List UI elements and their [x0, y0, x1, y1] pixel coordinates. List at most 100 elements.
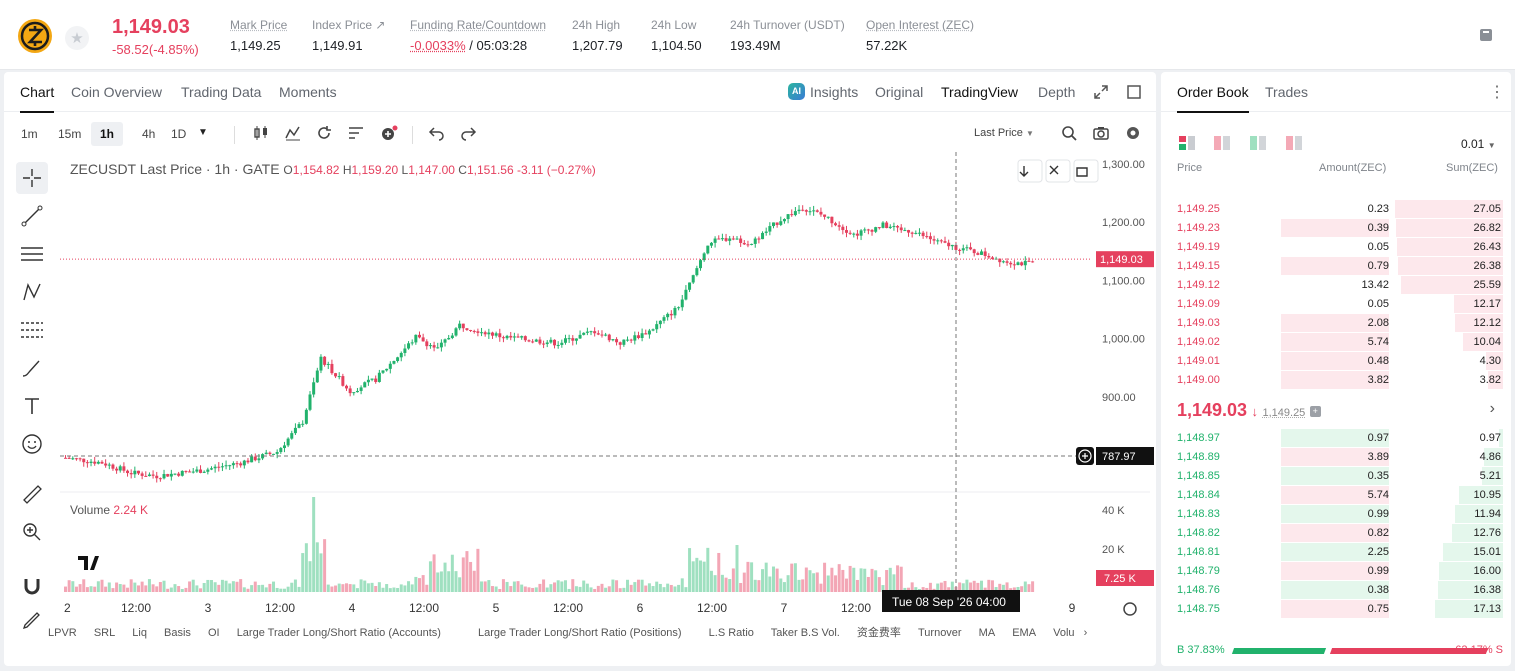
- pencil-lock-tool-icon[interactable]: [16, 604, 48, 636]
- tab-depth[interactable]: Depth: [1038, 84, 1076, 100]
- tab-tradingview[interactable]: TradingView: [941, 84, 1019, 100]
- ask-row[interactable]: 1,149.15 0.79 26.38: [1161, 257, 1511, 276]
- chevron-right-icon[interactable]: ›: [1489, 400, 1495, 417]
- bid-row[interactable]: 1,148.85 0.35 5.21: [1161, 467, 1511, 486]
- templates-icon[interactable]: [347, 124, 365, 142]
- emoji-tool-icon[interactable]: [16, 428, 48, 460]
- candle-type-icon[interactable]: [252, 124, 270, 142]
- zoom-in-tool-icon[interactable]: [16, 516, 48, 548]
- timeframe-1h[interactable]: 1h: [91, 122, 124, 146]
- indicator-basis[interactable]: Basis: [164, 627, 191, 639]
- precision-select[interactable]: 0.01 ▼: [1461, 137, 1496, 151]
- favorite-star-icon[interactable]: ★: [65, 26, 89, 50]
- search-icon[interactable]: [1060, 124, 1078, 142]
- book-bids-only-icon[interactable]: [1249, 134, 1267, 152]
- bid-row[interactable]: 1,148.89 3.89 4.86: [1161, 448, 1511, 467]
- more-icon[interactable]: ⋮: [1489, 84, 1505, 101]
- book-asks-only-icon[interactable]: [1213, 134, 1231, 152]
- ask-row[interactable]: 1,149.02 5.74 10.04: [1161, 333, 1511, 352]
- ruler-tool-icon[interactable]: [16, 478, 48, 510]
- timeframe-dropdown-icon[interactable]: ▼: [198, 127, 208, 138]
- tab-coin-overview[interactable]: Coin Overview: [71, 84, 163, 100]
- indicator-taker-vol[interactable]: Taker B.S Vol.: [770, 627, 840, 639]
- ask-amount: 0.79: [1367, 260, 1389, 272]
- camera-icon[interactable]: [1092, 124, 1110, 142]
- candle-body: [939, 240, 943, 242]
- ask-row[interactable]: 1,149.00 3.82 3.82: [1161, 371, 1511, 390]
- ask-row[interactable]: 1,149.19 0.05 26.43: [1161, 238, 1511, 257]
- indicator-volume[interactable]: Volu: [1053, 627, 1075, 639]
- tab-trading-data[interactable]: Trading Data: [181, 84, 262, 100]
- bid-row[interactable]: 1,148.76 0.38 16.38: [1161, 581, 1511, 600]
- undo-icon[interactable]: [428, 124, 446, 142]
- candlestick-chart[interactable]: 1,300.00 1,200.00 1,100.00 1,000.00 900.00 40…: [60, 152, 1156, 666]
- tab-order-book[interactable]: Order Book: [1177, 84, 1249, 113]
- crosshair-tool-icon[interactable]: [16, 162, 48, 194]
- book-depth-icon[interactable]: [1285, 134, 1303, 152]
- tab-moments[interactable]: Moments: [279, 84, 337, 100]
- indicator-ls-positions[interactable]: Large Trader Long/Short Ratio (Positions…: [477, 627, 682, 639]
- bid-row[interactable]: 1,148.75 0.75 17.13: [1161, 600, 1511, 619]
- indicator-ema[interactable]: EMA: [1012, 627, 1037, 639]
- timeframe-1m[interactable]: 1m: [21, 127, 38, 141]
- bid-row[interactable]: 1,148.97 0.97 0.97: [1161, 429, 1511, 448]
- brush-tool-icon[interactable]: [16, 352, 48, 384]
- tab-chart[interactable]: Chart: [20, 84, 55, 113]
- mid-price-row[interactable]: 1,149.03 ↓ 1,149.25 + ›: [1177, 400, 1507, 422]
- candle-body: [107, 464, 111, 466]
- fibonacci-tool-icon[interactable]: [16, 314, 48, 346]
- trend-line-tool-icon[interactable]: [16, 200, 48, 232]
- horizontal-lines-tool-icon[interactable]: [16, 238, 48, 270]
- indicator-ls-accounts[interactable]: Large Trader Long/Short Ratio (Accounts): [236, 627, 441, 639]
- redo-icon[interactable]: [459, 124, 477, 142]
- bid-row[interactable]: 1,148.81 2.25 15.01: [1161, 543, 1511, 562]
- indicator-ma[interactable]: MA: [978, 627, 996, 639]
- ask-row[interactable]: 1,149.01 0.48 4.30: [1161, 352, 1511, 371]
- tab-insights[interactable]: Insights: [810, 84, 859, 100]
- price-chart[interactable]: 1,300.00 1,200.00 1,100.00 1,000.00 900.00 40…: [60, 152, 1156, 666]
- volume-bar: [330, 586, 334, 592]
- indicator-srl[interactable]: SRL: [93, 627, 116, 639]
- ask-row[interactable]: 1,149.09 0.05 12.17: [1161, 295, 1511, 314]
- tab-trades[interactable]: Trades: [1265, 84, 1309, 100]
- ask-row[interactable]: 1,149.23 0.39 26.82: [1161, 219, 1511, 238]
- window-icon[interactable]: [1127, 85, 1141, 99]
- bid-amount: 0.99: [1367, 508, 1389, 520]
- timeframe-4h[interactable]: 4h: [142, 127, 156, 141]
- book-both-sides-icon[interactable]: [1178, 134, 1196, 152]
- chevron-right-icon[interactable]: ›: [1083, 627, 1088, 639]
- pattern-tool-icon[interactable]: [16, 276, 48, 308]
- bid-row[interactable]: 1,148.84 5.74 10.95: [1161, 486, 1511, 505]
- ask-row[interactable]: 1,149.03 2.08 12.12: [1161, 314, 1511, 333]
- sell-percent: 62.17% S: [1455, 644, 1503, 656]
- ask-row[interactable]: 1,149.12 13.42 25.59: [1161, 276, 1511, 295]
- tab-original[interactable]: Original: [875, 84, 924, 100]
- volume-bar: [115, 582, 119, 592]
- volume-bar: [644, 585, 648, 592]
- add-alert-icon[interactable]: [380, 124, 398, 142]
- external-link-icon[interactable]: ↗: [375, 18, 386, 32]
- indicators-icon[interactable]: [284, 124, 302, 142]
- price-source-select[interactable]: Last Price ▼: [974, 127, 1034, 139]
- indicator-turnover[interactable]: Turnover: [917, 627, 962, 639]
- bid-row[interactable]: 1,148.82 0.82 12.76: [1161, 524, 1511, 543]
- timeframe-1d[interactable]: 1D: [171, 127, 187, 141]
- indicator-oi[interactable]: OI: [208, 627, 220, 639]
- timeframe-15m[interactable]: 15m: [58, 127, 82, 141]
- replay-icon[interactable]: [315, 124, 333, 142]
- indicator-lpvr[interactable]: LPVR: [48, 627, 77, 639]
- indicator-funding[interactable]: 资金费率: [856, 627, 901, 639]
- ask-row[interactable]: 1,149.25 0.23 27.05: [1161, 200, 1511, 219]
- indicator-liq[interactable]: Liq: [132, 627, 147, 639]
- text-tool-icon[interactable]: [16, 390, 48, 422]
- expand-icon[interactable]: [1094, 85, 1108, 99]
- index-price-stat[interactable]: Index Price ↗ 1,149.91: [312, 18, 385, 53]
- settings-gear-icon[interactable]: [1124, 124, 1142, 142]
- indicator-ls-ratio[interactable]: L.S Ratio: [708, 627, 754, 639]
- bid-row[interactable]: 1,148.79 0.99 16.00: [1161, 562, 1511, 581]
- ai-insights-icon[interactable]: AI: [788, 83, 805, 100]
- magnet-tool-icon[interactable]: [16, 570, 48, 602]
- volume-bar: [129, 579, 133, 592]
- bid-row[interactable]: 1,148.83 0.99 11.94: [1161, 505, 1511, 524]
- book-icon[interactable]: [1478, 27, 1494, 43]
